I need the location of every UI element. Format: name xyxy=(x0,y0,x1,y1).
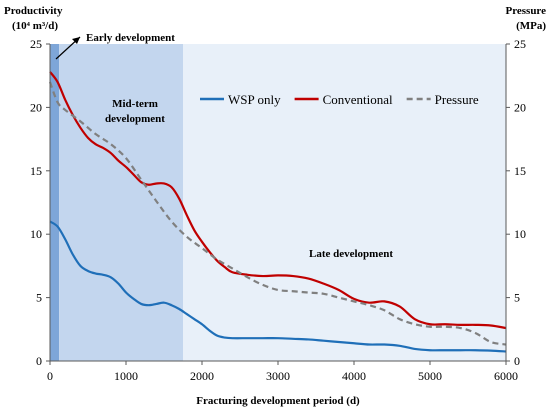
series-line-wsp-only xyxy=(49,220,507,353)
x-tick-label: 0 xyxy=(47,369,53,383)
x-tick-label: 6000 xyxy=(494,369,518,383)
band-label-late: Late development xyxy=(309,248,393,260)
band-label-early: Early development xyxy=(86,32,175,44)
labels-layer: Fracturing development period (d) Product… xyxy=(4,5,546,407)
y-right-tick-label: 10 xyxy=(514,227,526,241)
y-left-axis-unit: (10⁴ m³/d) xyxy=(12,20,58,32)
y-right-axis-title: Pressure xyxy=(505,5,546,17)
y-left-tick-label: 5 xyxy=(36,291,42,305)
band-late-development xyxy=(183,44,506,361)
y-right-axis-unit: (MPa) xyxy=(516,20,546,32)
y-left-axis-title: Productivity xyxy=(4,5,63,17)
y-right-tick-label: 25 xyxy=(514,37,526,51)
development-bands xyxy=(50,44,506,361)
x-tick-label: 2000 xyxy=(190,369,214,383)
series-line-conventional xyxy=(49,71,507,330)
y-right-tick-label: 0 xyxy=(514,354,520,368)
y-left-tick-label: 10 xyxy=(30,227,42,241)
y-left-tick-label: 25 xyxy=(30,37,42,51)
x-axis-title: Fracturing development period (d) xyxy=(196,395,360,407)
band-label-mid-line1: Mid-term xyxy=(112,98,158,110)
y-left-tick-label: 0 xyxy=(36,354,42,368)
legend-label-conventional: Conventional xyxy=(323,92,393,107)
band-early-development xyxy=(50,44,60,361)
x-tick-label: 3000 xyxy=(266,369,290,383)
x-tick-label: 5000 xyxy=(418,369,442,383)
legend-label-pressure: Pressure xyxy=(435,92,479,107)
y-left-tick-label: 15 xyxy=(30,164,42,178)
band-mid-term-development xyxy=(59,44,184,361)
x-tick-label: 4000 xyxy=(342,369,366,383)
y-left-tick-label: 20 xyxy=(30,100,42,114)
y-right-tick-label: 20 xyxy=(514,100,526,114)
band-label-mid-line2: development xyxy=(105,113,165,125)
series-layer xyxy=(48,71,507,353)
y-right-tick-label: 15 xyxy=(514,164,526,178)
x-tick-label: 1000 xyxy=(114,369,138,383)
early-band-arrowhead xyxy=(72,37,80,44)
y-right-tick-label: 5 xyxy=(514,291,520,305)
legend-label-wsp-only: WSP only xyxy=(228,92,281,107)
legend: WSP only Conventional Pressure xyxy=(200,92,479,107)
series-line-pressure xyxy=(48,81,507,346)
